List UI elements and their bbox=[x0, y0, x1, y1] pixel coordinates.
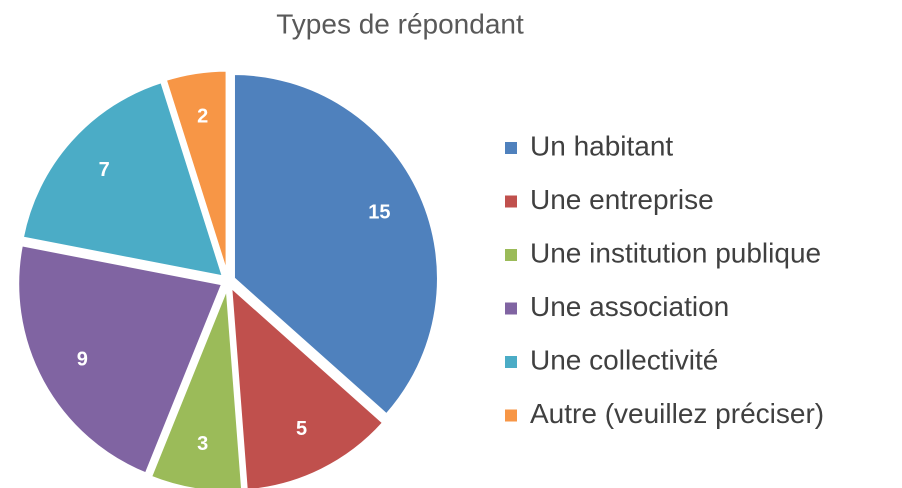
slice-label: 5 bbox=[296, 418, 307, 440]
legend-label: Autre (veuillez préciser) bbox=[530, 398, 824, 429]
legend-label: Une entreprise bbox=[530, 184, 714, 215]
slice-label: 2 bbox=[197, 105, 208, 127]
legend-swatch bbox=[505, 302, 517, 315]
legend-swatch bbox=[505, 249, 517, 261]
legend-swatch bbox=[505, 409, 517, 422]
legend-label: Une institution publique bbox=[530, 237, 821, 268]
legend-swatch bbox=[505, 195, 517, 208]
legend-label: Une collectivité bbox=[530, 344, 718, 375]
slice-label: 9 bbox=[77, 349, 88, 371]
pie-slice bbox=[228, 282, 386, 488]
legend-swatch bbox=[505, 142, 517, 154]
pie-slice bbox=[163, 68, 229, 276]
slice-label: 15 bbox=[368, 201, 390, 223]
pie-slice bbox=[231, 72, 440, 418]
legend-swatch bbox=[505, 356, 517, 368]
slice-label: 3 bbox=[197, 433, 208, 455]
legend-label: Une association bbox=[530, 291, 729, 322]
pie-slice bbox=[16, 243, 225, 476]
slice-label: 7 bbox=[99, 159, 110, 181]
pie-slice bbox=[20, 79, 226, 279]
pie-slice bbox=[148, 286, 245, 488]
chart-title: Types de répondant bbox=[276, 8, 524, 39]
legend-label: Un habitant bbox=[530, 130, 673, 161]
